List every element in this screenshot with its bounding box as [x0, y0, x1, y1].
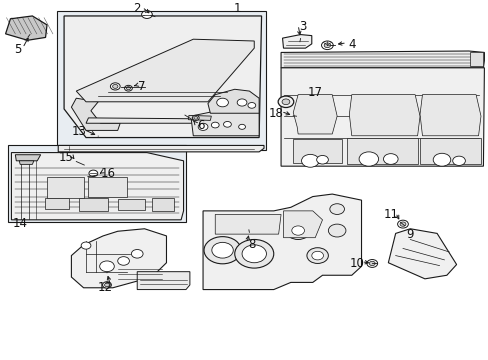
Circle shape [102, 282, 111, 288]
Polygon shape [348, 95, 419, 136]
Circle shape [193, 117, 197, 119]
Circle shape [238, 124, 245, 129]
Circle shape [399, 222, 405, 226]
Circle shape [192, 116, 199, 120]
Text: 14: 14 [13, 217, 28, 230]
Circle shape [368, 261, 374, 266]
Text: 3: 3 [299, 20, 306, 33]
Polygon shape [469, 53, 483, 66]
Circle shape [397, 220, 407, 228]
Text: 18: 18 [268, 107, 283, 120]
Polygon shape [64, 16, 261, 138]
Polygon shape [346, 138, 417, 165]
Circle shape [118, 257, 129, 265]
Polygon shape [188, 116, 211, 120]
Circle shape [216, 98, 228, 107]
Polygon shape [281, 51, 484, 68]
Circle shape [211, 122, 219, 128]
Bar [8, 145, 185, 222]
Polygon shape [387, 229, 456, 279]
Circle shape [234, 239, 273, 268]
Circle shape [311, 251, 323, 260]
Text: 10: 10 [348, 257, 364, 270]
Polygon shape [419, 95, 480, 136]
Text: 13: 13 [71, 125, 86, 138]
Circle shape [142, 10, 152, 18]
Polygon shape [137, 272, 189, 289]
Polygon shape [11, 153, 183, 220]
Circle shape [278, 96, 293, 108]
Circle shape [358, 152, 378, 166]
Circle shape [242, 245, 266, 263]
Circle shape [316, 156, 328, 164]
Polygon shape [215, 215, 281, 234]
Circle shape [211, 242, 233, 258]
Polygon shape [71, 229, 166, 288]
Circle shape [89, 170, 98, 176]
Text: 9: 9 [406, 228, 413, 241]
Circle shape [306, 248, 328, 264]
Polygon shape [5, 16, 47, 40]
Polygon shape [19, 161, 34, 165]
Circle shape [247, 103, 255, 108]
Polygon shape [283, 211, 322, 238]
Circle shape [301, 154, 319, 167]
Circle shape [366, 260, 377, 267]
Polygon shape [58, 145, 264, 152]
Circle shape [285, 222, 310, 239]
Polygon shape [282, 35, 311, 48]
Bar [152, 198, 173, 211]
Text: 12: 12 [98, 280, 113, 293]
Circle shape [203, 237, 241, 264]
Circle shape [282, 99, 289, 105]
Text: 17: 17 [307, 86, 322, 99]
Circle shape [324, 43, 330, 48]
Circle shape [237, 99, 246, 106]
Circle shape [131, 249, 143, 258]
Text: 15: 15 [59, 151, 74, 164]
Circle shape [223, 121, 231, 127]
Bar [118, 199, 144, 210]
Circle shape [104, 283, 109, 287]
Circle shape [112, 85, 118, 89]
Circle shape [198, 123, 207, 130]
Text: 2: 2 [133, 2, 141, 15]
Text: 1: 1 [233, 2, 241, 15]
Circle shape [383, 154, 397, 165]
Circle shape [81, 242, 91, 249]
Polygon shape [88, 177, 127, 197]
Polygon shape [293, 95, 336, 134]
Polygon shape [71, 98, 120, 130]
Polygon shape [203, 194, 361, 289]
Circle shape [126, 87, 130, 90]
Polygon shape [47, 177, 83, 198]
Polygon shape [207, 89, 259, 113]
Circle shape [291, 226, 304, 235]
Polygon shape [419, 138, 480, 165]
Bar [79, 198, 108, 211]
Polygon shape [281, 68, 484, 166]
Circle shape [432, 153, 450, 166]
Circle shape [452, 156, 465, 166]
Text: 16: 16 [100, 167, 115, 180]
Circle shape [124, 85, 132, 91]
Circle shape [328, 224, 345, 237]
Text: 4: 4 [347, 38, 355, 51]
Bar [57, 10, 266, 150]
Polygon shape [76, 39, 254, 102]
Bar [44, 198, 69, 209]
Polygon shape [86, 118, 217, 123]
Polygon shape [15, 155, 41, 161]
Circle shape [329, 204, 344, 215]
Text: 6: 6 [197, 118, 204, 131]
Text: 11: 11 [383, 208, 397, 221]
Polygon shape [293, 139, 341, 163]
Circle shape [110, 83, 120, 90]
Polygon shape [190, 107, 259, 136]
Circle shape [100, 261, 114, 272]
Text: 8: 8 [247, 238, 255, 251]
Circle shape [321, 41, 332, 50]
Text: 5: 5 [14, 44, 21, 57]
Text: 7: 7 [138, 80, 145, 93]
